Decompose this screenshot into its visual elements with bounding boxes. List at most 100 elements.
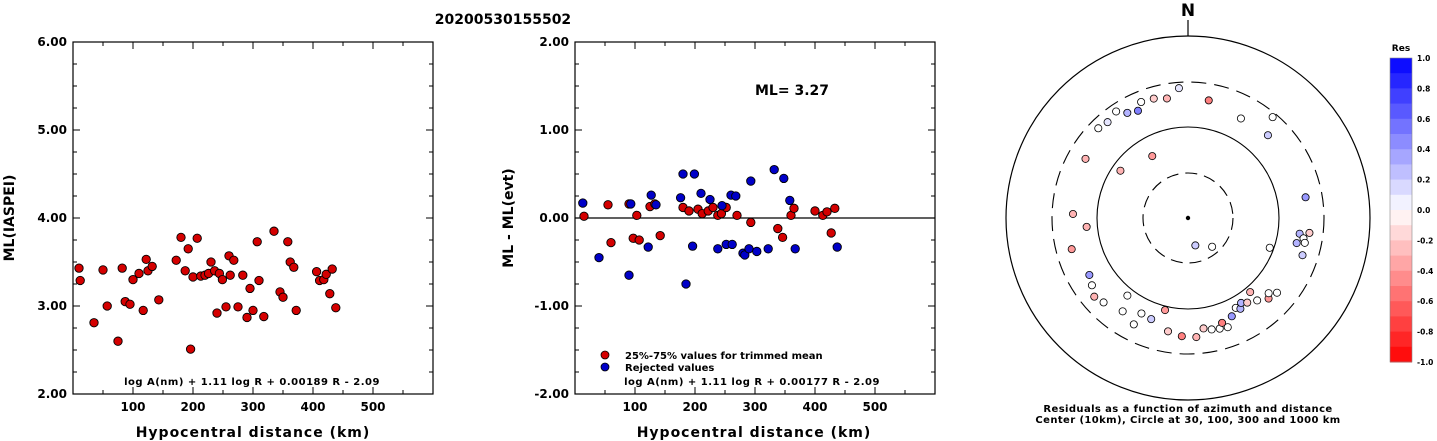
y-tick-label: 6.00 xyxy=(37,35,67,49)
rejected-point xyxy=(594,252,604,263)
trimmed-point xyxy=(632,210,642,221)
rejected-point xyxy=(769,164,779,175)
rejected-point xyxy=(626,199,636,209)
colorbar-cell xyxy=(1390,134,1412,150)
x-tick-label: 200 xyxy=(180,400,205,414)
colorbar-cell xyxy=(1390,58,1412,74)
y-tick-label: 1.00 xyxy=(539,123,569,137)
figure-title: 20200530155502 xyxy=(435,12,571,28)
trimmed-point xyxy=(822,207,832,217)
data-point xyxy=(176,232,186,243)
station-point xyxy=(1301,193,1310,202)
trimmed-point xyxy=(708,202,718,213)
chart-middle: 100 200 300 400 500 -2.00 -1.00 0.00 1.00 2.00 ML… xyxy=(501,35,936,441)
station-point xyxy=(1177,332,1186,341)
y-tick-label: 2.00 xyxy=(539,35,569,49)
data-point xyxy=(321,269,331,279)
rejected-point xyxy=(678,169,688,179)
station-point xyxy=(1137,309,1146,318)
data-point xyxy=(269,226,279,236)
legend-label-rejected: Rejected values xyxy=(625,363,714,374)
data-point xyxy=(180,266,190,276)
trimmed-point xyxy=(579,211,589,221)
trimmed-point xyxy=(732,210,742,221)
station-point xyxy=(1243,298,1252,307)
colorbar-tick-label: 0.6 xyxy=(1417,115,1430,124)
rejected-point xyxy=(717,201,727,211)
chart-left: 100 200 300 400 500 2.00 3.00 4.00 5.00 6.00 ML(I… xyxy=(2,35,434,441)
station-point xyxy=(1298,251,1307,260)
station-point xyxy=(1265,243,1274,252)
circle-30km xyxy=(1142,172,1234,264)
station-point xyxy=(1085,270,1094,279)
trimmed-point xyxy=(789,203,799,213)
colorbar-cell xyxy=(1390,118,1412,135)
data-point xyxy=(117,263,127,273)
rejected-point xyxy=(578,198,588,208)
colorbar-cell xyxy=(1390,103,1412,120)
data-point xyxy=(252,237,262,247)
trimmed-point xyxy=(655,230,665,241)
formula-label: log A(nm) + 1.11 log R + 0.00177 R - 2.0… xyxy=(624,377,880,388)
station-point xyxy=(1123,291,1132,300)
data-point xyxy=(233,302,243,312)
station-point xyxy=(1099,298,1108,307)
x-axis-label: Hypocentral distance (km) xyxy=(637,425,872,441)
rejected-point xyxy=(646,190,656,200)
station-point xyxy=(1246,288,1255,297)
rejected-point xyxy=(675,193,686,203)
station-point xyxy=(1137,97,1146,106)
data-point xyxy=(242,312,252,323)
data-point xyxy=(128,274,138,285)
data-point xyxy=(141,254,151,265)
circle-100km xyxy=(1096,126,1280,310)
rejected-point xyxy=(713,244,723,254)
colorbar-cell xyxy=(1390,88,1412,105)
data-point xyxy=(185,344,196,354)
station-point xyxy=(1227,312,1236,321)
y-axis-label: ML - ML(evt) xyxy=(501,168,517,267)
plot-frame-left xyxy=(72,41,434,395)
station-point xyxy=(1087,281,1096,290)
north-label: N xyxy=(1181,1,1195,21)
station-point xyxy=(1305,228,1314,237)
station-point xyxy=(1162,94,1171,103)
data-point xyxy=(327,264,337,274)
data-point xyxy=(113,336,123,346)
station-point xyxy=(1094,124,1103,133)
colorbar-tick-label: -0.2 xyxy=(1417,236,1433,245)
station-point xyxy=(1118,307,1127,316)
station-point xyxy=(1103,118,1112,127)
y-tick-label: 3.00 xyxy=(37,299,67,313)
station-point xyxy=(1218,318,1227,327)
station-point xyxy=(1236,114,1245,123)
rejected-point xyxy=(752,246,762,257)
x-axis-label: Hypocentral distance (km) xyxy=(136,425,371,441)
data-point xyxy=(217,274,228,285)
rejected-point xyxy=(687,241,698,251)
trimmed-point xyxy=(777,232,788,243)
colorbar-cell xyxy=(1390,255,1412,272)
station-point xyxy=(1273,288,1282,297)
colorbar-cell xyxy=(1390,194,1412,211)
center-dot xyxy=(1185,215,1191,221)
data-point xyxy=(278,292,288,302)
rejected-point xyxy=(681,279,691,289)
colorbar-tick-label: -1.0 xyxy=(1417,358,1433,367)
caption-line-1: Residuals as a function of azimuth and d… xyxy=(1043,404,1332,415)
station-point xyxy=(1199,324,1208,333)
data-point xyxy=(221,302,231,312)
rejected-point xyxy=(832,242,842,252)
data-point xyxy=(245,283,255,294)
station-point xyxy=(1223,323,1232,332)
data-point xyxy=(138,305,148,316)
data-point xyxy=(171,255,181,265)
data-point xyxy=(311,267,322,277)
rejected-point xyxy=(746,176,756,186)
ml-annotation: ML= 3.27 xyxy=(755,83,829,99)
trimmed-point xyxy=(810,206,820,216)
station-point xyxy=(1292,239,1301,248)
x-tick-label: 100 xyxy=(120,400,145,414)
station-point xyxy=(1112,107,1121,116)
